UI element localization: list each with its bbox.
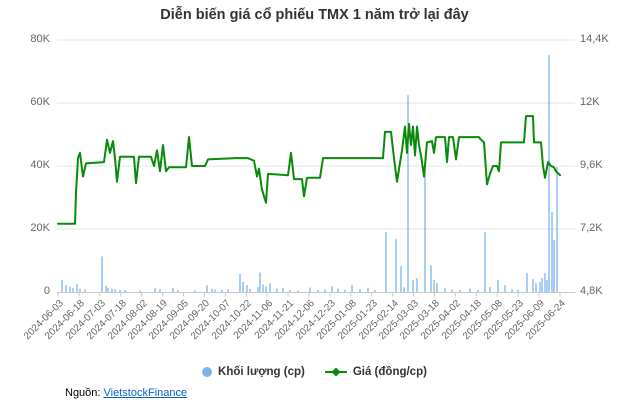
vietstockfinance-link[interactable]: VietstockFinance: [103, 387, 188, 399]
y-axis-label: 0: [43, 285, 50, 297]
legend-volume-label: Khối lượng (cp): [218, 366, 305, 378]
legend-item-price[interactable]: Giá (đồng/cp): [324, 366, 427, 378]
y-axis-label: 20K: [30, 222, 50, 234]
source-note: Nguồn: VietstockFinance: [65, 387, 187, 399]
source-prefix: Nguồn:: [65, 387, 101, 399]
legend: Khối lượng (cp) Giá (đồng/cp): [0, 362, 629, 382]
y-axis-label: 14,4K: [580, 33, 609, 45]
legend-item-volume[interactable]: Khối lượng (cp): [202, 366, 305, 378]
price-series-marker-icon: [324, 367, 347, 377]
y-axis-label: 7,2K: [580, 222, 603, 234]
y-axis-label: 12K: [580, 96, 600, 108]
legend-price-label: Giá (đồng/cp): [352, 366, 427, 378]
chart-title: Diễn biến giá cổ phiếu TMX 1 năm trở lại…: [160, 7, 469, 23]
y-axis-label: 40K: [30, 159, 50, 171]
y-axis-label: 4,8K: [580, 285, 603, 297]
volume-series-marker-icon: [202, 367, 213, 377]
y-axis-label: 9,6K: [580, 159, 603, 171]
y-axis-label: 80K: [30, 33, 50, 45]
price-line: [57, 115, 561, 225]
y-axis-label: 60K: [30, 96, 50, 108]
